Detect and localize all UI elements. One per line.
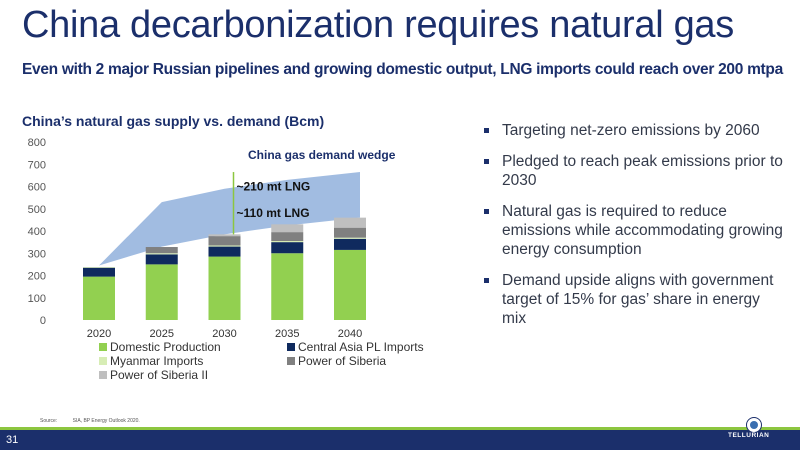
y-tick-label: 100 <box>28 293 46 305</box>
y-tick-label: 600 <box>28 182 46 194</box>
bar-domestic-production-2020 <box>83 276 115 320</box>
bullet-gas-required: Natural gas is required to reduce emissi… <box>484 202 784 259</box>
slide-title: China decarbonization requires natural g… <box>22 4 734 46</box>
wedge-label: China gas demand wedge <box>248 148 396 162</box>
demand-wedge <box>99 172 360 266</box>
legend-swatch-myanmar-imports <box>99 357 107 365</box>
footer-bar: 31 <box>0 427 800 450</box>
bullet-peak-emissions: Pledged to reach peak emissions prior to… <box>484 152 784 190</box>
y-tick-label: 700 <box>28 159 46 171</box>
bar-power-of-siberia-ii-2040 <box>334 217 366 228</box>
supply-demand-chart: 0 100 200 300 400 500 600 700 800 2020 2025 2030 203… <box>28 137 424 382</box>
legend-label-myanmar-imports: Myanmar Imports <box>110 354 203 368</box>
bar-power-of-siberia-2035 <box>271 232 304 242</box>
bullet-list: Targeting net-zero emissions by 2060 Ple… <box>484 121 784 340</box>
y-tick-label: 300 <box>28 248 46 260</box>
legend-label-power-of-siberia: Power of Siberia <box>298 354 386 368</box>
bullet-demand-upside: Demand upside aligns with government tar… <box>484 271 784 328</box>
slide-subtitle: Even with 2 major Russian pipelines and … <box>22 61 783 78</box>
y-tick-label: 0 <box>40 315 46 327</box>
x-tick-label: 2025 <box>150 328 174 340</box>
bar-central-asia-pl-imports-2020 <box>83 267 115 277</box>
legend-label-domestic-production: Domestic Production <box>110 340 221 354</box>
bar-central-asia-pl-imports-2035 <box>271 242 304 254</box>
bar-myanmar-imports-2025 <box>145 253 178 255</box>
y-tick-label: 500 <box>28 204 46 216</box>
legend-swatch-domestic-production <box>99 343 107 351</box>
legend-label-central-asia-pl-imports: Central Asia PL Imports <box>298 340 424 354</box>
legend-swatch-central-asia-pl-imports <box>287 343 295 351</box>
bar-myanmar-imports-2030 <box>208 245 241 247</box>
source-label: Source: <box>40 418 58 424</box>
bar-myanmar-imports-2040 <box>334 237 366 239</box>
y-tick-label: 200 <box>28 271 46 283</box>
bar-domestic-production-2025 <box>145 264 178 320</box>
bar-central-asia-pl-imports-2030 <box>208 246 241 257</box>
bar-power-of-siberia-2025 <box>145 247 178 254</box>
bar-power-of-siberia-ii-2035 <box>271 224 304 233</box>
bar-domestic-production-2030 <box>208 256 241 320</box>
page-number: 31 <box>6 434 19 446</box>
bullet-net-zero: Targeting net-zero emissions by 2060 <box>484 121 784 140</box>
source-note: Source: SIA, BP Energy Outlook 2020. <box>40 418 140 424</box>
x-tick-label: 2030 <box>212 328 236 340</box>
logo-wordmark: TELLURIAN <box>728 432 770 439</box>
source-text: SIA, BP Energy Outlook 2020. <box>72 418 140 424</box>
legend-swatch-power-of-siberia-ii <box>99 371 107 379</box>
bar-myanmar-imports-2020 <box>83 267 115 268</box>
x-tick-label: 2020 <box>87 328 111 340</box>
bar-power-of-siberia-2040 <box>334 227 366 238</box>
bar-central-asia-pl-imports-2040 <box>334 238 366 250</box>
x-tick-label: 2040 <box>338 328 362 340</box>
annotation-210-mt-lng: ~210 mt LNG <box>237 180 311 194</box>
y-tick-label: 400 <box>28 226 46 238</box>
legend-swatch-power-of-siberia <box>287 357 295 365</box>
bar-power-of-siberia-2030 <box>208 236 241 246</box>
annotation-110-mt-lng: ~110 mt LNG <box>237 206 310 220</box>
legend-label-power-of-siberia-ii: Power of Siberia II <box>110 368 208 382</box>
x-tick-label: 2035 <box>275 328 299 340</box>
tellurian-logo-icon <box>746 417 762 433</box>
chart-heading: China’s natural gas supply vs. demand (B… <box>22 113 325 129</box>
bar-domestic-production-2035 <box>271 253 304 320</box>
y-tick-label: 800 <box>28 137 46 149</box>
bar-myanmar-imports-2035 <box>271 241 304 243</box>
bar-domestic-production-2040 <box>334 249 366 320</box>
bar-central-asia-pl-imports-2025 <box>145 254 178 265</box>
bar-power-of-siberia-ii-2030 <box>208 234 241 237</box>
